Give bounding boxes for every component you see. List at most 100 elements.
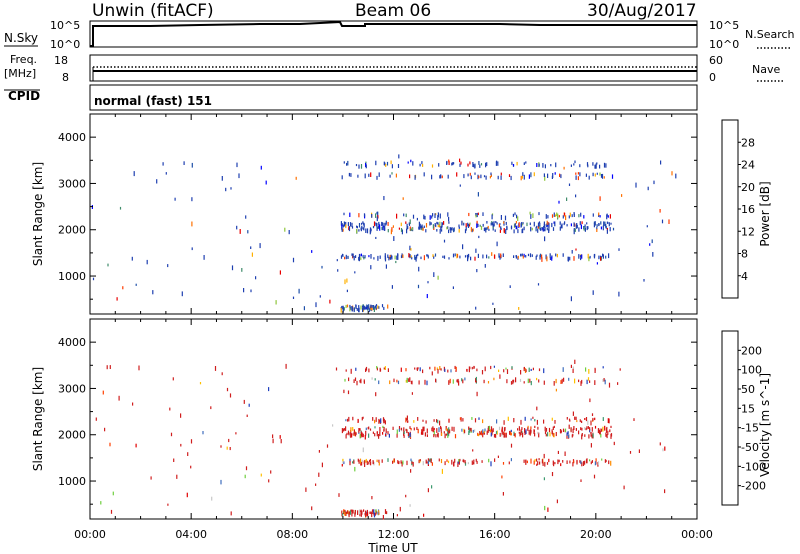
range-cell (543, 380, 545, 385)
range-cell (562, 460, 564, 463)
range-cell (649, 243, 651, 246)
range-cell (511, 161, 513, 165)
y-tick-label: 2000 (58, 429, 86, 442)
range-cell (381, 459, 383, 463)
range-cell (434, 253, 437, 257)
range-cell (534, 425, 536, 428)
range-cell (343, 461, 345, 465)
range-cell (459, 184, 461, 187)
range-cell (564, 428, 567, 432)
range-cell (578, 227, 580, 232)
range-cell (536, 406, 538, 411)
range-cell (387, 229, 389, 233)
range-cell (564, 221, 566, 224)
range-cell (451, 459, 453, 465)
range-cell (513, 229, 515, 234)
range-cell (375, 392, 377, 397)
range-cell (471, 417, 473, 420)
range-cell (422, 163, 424, 167)
range-cell (459, 163, 461, 167)
range-cell (451, 227, 453, 231)
range-cell (408, 253, 410, 258)
range-cell (518, 426, 520, 431)
range-cell (265, 180, 267, 185)
range-cell (341, 253, 344, 256)
range-cell (554, 462, 556, 465)
range-cell (352, 416, 354, 421)
range-cell (429, 458, 431, 463)
range-cell (587, 426, 589, 429)
range-cell (579, 172, 581, 177)
range-cell (352, 253, 354, 258)
range-cell (454, 434, 457, 439)
range-cell (100, 501, 102, 505)
range-cell (351, 512, 353, 517)
range-cell (560, 224, 562, 229)
range-cell (476, 220, 478, 226)
range-cell (586, 426, 588, 430)
range-cell (613, 441, 615, 446)
range-cell (431, 164, 434, 168)
range-cell (468, 430, 470, 435)
range-cell (357, 174, 359, 178)
range-cell (406, 223, 408, 229)
range-cell (530, 172, 532, 178)
range-cell (536, 463, 538, 466)
range-cell (525, 459, 527, 463)
range-cell (543, 223, 545, 228)
range-cell (346, 304, 349, 308)
range-cell (465, 223, 467, 228)
range-cell (356, 308, 358, 311)
range-cell (605, 432, 607, 437)
range-cell (351, 226, 354, 229)
range-cell (321, 265, 323, 269)
range-cell (303, 306, 305, 311)
range-cell (556, 253, 558, 258)
freq-label-2: [MHz] (4, 67, 36, 80)
range-cell (501, 426, 503, 430)
range-cell (599, 215, 601, 218)
range-cell (448, 380, 450, 385)
range-cell (228, 438, 230, 443)
range-cell (530, 429, 532, 435)
range-cell (422, 227, 424, 231)
range-cell (505, 367, 507, 370)
range-cell (371, 512, 373, 518)
range-cell (364, 435, 366, 440)
range-cell (606, 426, 608, 431)
range-cell (535, 255, 537, 260)
range-cell (539, 222, 541, 227)
range-cell (343, 307, 345, 311)
range-cell (464, 255, 467, 258)
range-cell (441, 229, 443, 232)
range-cell (452, 253, 455, 258)
range-cell (191, 247, 193, 251)
range-cell (409, 377, 411, 382)
range-cell (484, 366, 486, 372)
range-cell (406, 228, 408, 234)
range-cell (500, 215, 502, 220)
range-cell (176, 474, 178, 479)
range-cell (585, 367, 587, 372)
range-cell (474, 172, 476, 175)
range-cell (510, 175, 512, 181)
range-cell (383, 367, 385, 370)
range-cell (503, 427, 506, 432)
range-cell (499, 229, 501, 233)
range-cell (557, 459, 559, 465)
range-cell (332, 424, 334, 427)
range-cell (544, 176, 546, 181)
range-cell (397, 253, 399, 256)
range-cell (279, 270, 281, 275)
range-cell (599, 164, 601, 169)
range-cell (591, 413, 594, 416)
range-cell (441, 175, 443, 179)
range-cell (344, 256, 346, 260)
range-cell (279, 435, 281, 439)
range-cell (467, 223, 470, 228)
range-cell (486, 162, 488, 166)
range-cell (576, 223, 578, 228)
range-cell (521, 430, 523, 434)
range-cell (496, 241, 498, 247)
range-cell (341, 229, 343, 232)
